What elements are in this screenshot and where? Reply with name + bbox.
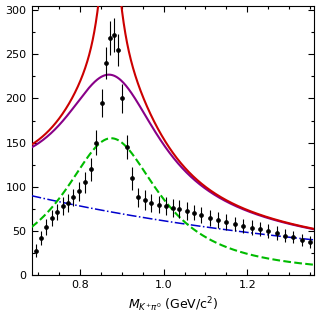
X-axis label: $M_{K^{+}\pi^{0}}\ \mathrm{(GeV/c^2)}$: $M_{K^{+}\pi^{0}}\ \mathrm{(GeV/c^2)}$ [128, 296, 218, 315]
